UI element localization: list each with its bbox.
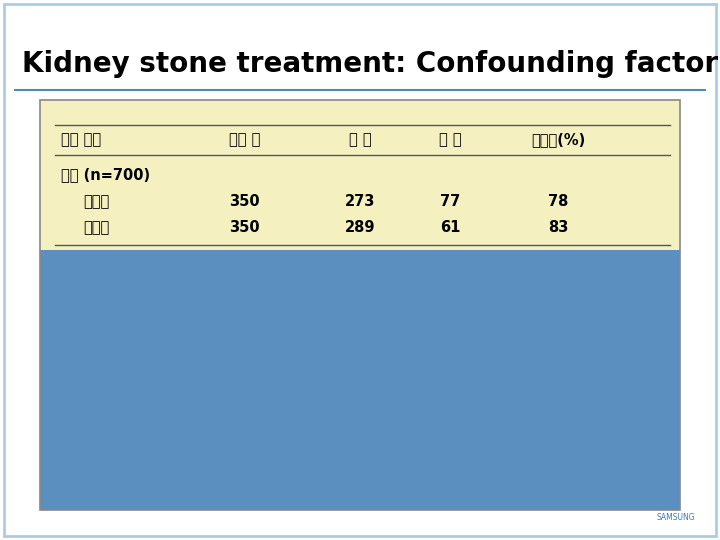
Text: 83: 83: [548, 220, 568, 235]
Text: 289: 289: [345, 220, 375, 235]
Text: 78: 78: [548, 194, 568, 210]
Text: 개복술: 개복술: [84, 194, 109, 210]
Text: Kidney stone treatment: Confounding factor: Kidney stone treatment: Confounding fact…: [22, 50, 718, 78]
Text: 실 패: 실 패: [438, 132, 462, 147]
Bar: [40, 250, 680, 510]
Text: 성공률(%): 성공률(%): [531, 132, 585, 147]
Text: 치료 종류: 치료 종류: [61, 132, 102, 147]
Text: 273: 273: [345, 194, 375, 210]
Text: 350: 350: [230, 194, 260, 210]
Text: 경피술: 경피술: [84, 220, 109, 235]
Text: 성 공: 성 공: [348, 132, 372, 147]
Text: SAMSUNG: SAMSUNG: [657, 513, 695, 522]
Text: 합계 (n=700): 합계 (n=700): [61, 167, 150, 183]
Text: 61: 61: [440, 220, 460, 235]
Bar: [40, 100, 680, 510]
Text: 환자 수: 환자 수: [229, 132, 261, 147]
Text: 350: 350: [230, 220, 260, 235]
Bar: [40, 100, 680, 250]
Text: 77: 77: [440, 194, 460, 210]
